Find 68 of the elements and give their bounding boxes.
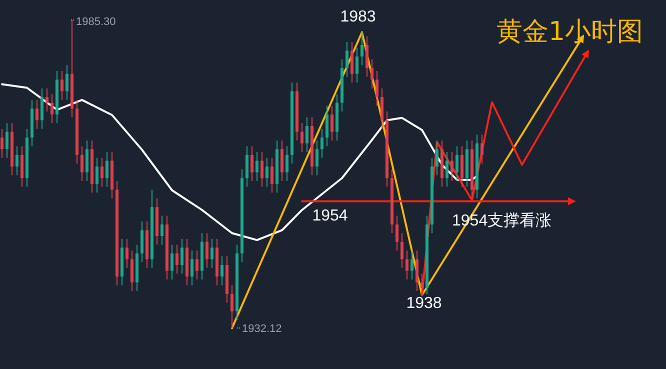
candlestick	[456, 146, 458, 182]
candlestick	[126, 238, 128, 268]
candlestick	[450, 152, 454, 182]
candlestick	[416, 250, 418, 292]
candlestick	[256, 152, 258, 182]
candlestick	[190, 250, 194, 286]
candlestick	[406, 250, 408, 280]
candlestick	[60, 70, 64, 100]
candlestick	[20, 146, 24, 188]
candlestick	[446, 152, 448, 188]
candlestick	[16, 146, 18, 176]
candlestick	[66, 64, 68, 100]
candlestick	[410, 250, 414, 280]
candlestick	[260, 152, 264, 188]
candlestick	[46, 88, 48, 112]
candlestick	[0, 128, 4, 158]
candlestick	[400, 232, 404, 268]
candlestick	[266, 157, 268, 188]
candlestick	[326, 105, 328, 147]
candlestick	[280, 140, 284, 182]
candlestick	[300, 122, 304, 153]
candlestick	[370, 58, 374, 89]
candlestick	[100, 157, 104, 188]
candlestick	[80, 146, 84, 182]
candlestick	[436, 140, 438, 176]
annotation: 1954	[312, 207, 348, 224]
candlestick	[366, 36, 368, 78]
candlestick	[380, 88, 384, 130]
candlestick	[86, 140, 88, 182]
candlestick	[196, 250, 198, 280]
candlestick	[220, 256, 224, 286]
candlestick	[40, 88, 44, 130]
candlestick	[50, 94, 54, 124]
candlestick	[286, 146, 288, 182]
candlestick	[36, 99, 38, 130]
candlestick	[270, 157, 274, 194]
candlestick	[230, 284, 234, 328]
candlestick	[306, 116, 308, 153]
annotation: 1932.12	[242, 323, 282, 335]
candlestick	[246, 146, 248, 188]
candlestick	[460, 146, 464, 188]
candlestick	[376, 70, 378, 106]
chart-title: 黄金1小时图	[496, 17, 643, 47]
candlestick	[480, 134, 484, 164]
annotation: 1983	[340, 8, 376, 26]
candlestick	[330, 105, 334, 141]
annotation: 1985.30	[76, 16, 116, 28]
candlestick	[356, 47, 358, 84]
candlestick	[206, 232, 208, 268]
candlestick	[170, 244, 174, 280]
candlestick	[346, 42, 348, 78]
candlestick	[316, 140, 318, 176]
candlestick	[420, 273, 424, 296]
candlestick	[140, 221, 144, 263]
candlestick	[130, 250, 134, 292]
candlestick	[396, 215, 398, 252]
candlestick	[176, 244, 178, 274]
candlestick	[210, 238, 214, 268]
candlestick	[180, 238, 184, 274]
annotation: 1938	[406, 294, 442, 312]
candlestick	[350, 42, 354, 84]
candlestick	[6, 122, 8, 158]
candlestick	[320, 128, 324, 158]
candlestick	[250, 146, 254, 182]
candlestick	[360, 32, 364, 66]
candlestick	[160, 215, 164, 246]
candlestick	[106, 152, 108, 188]
candlestick	[96, 157, 98, 194]
